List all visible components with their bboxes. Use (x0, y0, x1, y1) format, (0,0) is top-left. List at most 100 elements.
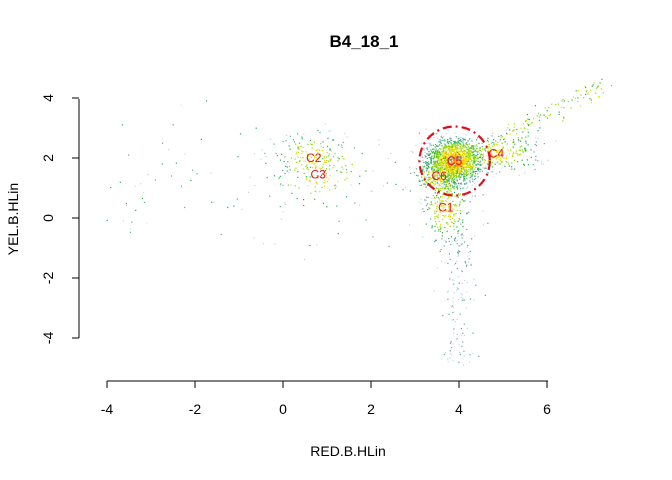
data-point (477, 176, 479, 178)
data-point (448, 238, 450, 240)
data-point (433, 161, 435, 163)
data-point (481, 149, 483, 151)
data-point (435, 148, 437, 150)
data-point (311, 153, 314, 155)
data-point (540, 161, 542, 163)
data-point (422, 166, 424, 168)
data-point (453, 143, 455, 145)
data-point (493, 149, 496, 152)
data-point (298, 146, 300, 148)
data-point (282, 169, 284, 172)
data-point (106, 219, 108, 221)
data-point (338, 220, 340, 222)
data-point (437, 216, 439, 218)
data-point (313, 154, 315, 156)
data-point (448, 195, 450, 198)
data-point (441, 187, 443, 190)
data-point (436, 204, 438, 206)
data-point (311, 166, 314, 169)
data-point (463, 155, 465, 157)
data-point (333, 165, 335, 167)
data-point (474, 183, 476, 185)
data-point (440, 157, 442, 159)
data-point (467, 146, 470, 148)
data-point (443, 189, 445, 191)
data-point (426, 169, 428, 171)
data-point (439, 178, 441, 180)
data-point (449, 157, 451, 159)
data-point (448, 202, 450, 204)
data-point (516, 153, 519, 155)
data-point (505, 161, 507, 163)
data-point (323, 155, 325, 157)
data-point (482, 155, 485, 157)
data-point (451, 319, 453, 321)
data-point (284, 202, 286, 204)
data-point (450, 221, 452, 223)
data-point (492, 145, 494, 147)
data-point (459, 353, 461, 356)
data-point (453, 219, 455, 221)
data-point (431, 150, 433, 153)
data-point (449, 151, 451, 154)
data-point (451, 161, 453, 163)
data-point (443, 206, 445, 208)
data-point (434, 221, 437, 223)
data-point (466, 170, 468, 172)
data-point (467, 182, 469, 184)
data-point (425, 142, 427, 144)
data-point (430, 201, 432, 203)
data-point (454, 239, 456, 241)
data-point (435, 174, 437, 176)
data-point (542, 163, 544, 165)
data-point (448, 176, 450, 179)
data-point (446, 179, 448, 181)
data-point (472, 151, 474, 154)
data-point (457, 196, 459, 198)
data-point (438, 155, 440, 158)
data-point (509, 133, 511, 135)
data-point (297, 146, 299, 148)
data-point (577, 90, 579, 92)
data-point (425, 176, 427, 178)
data-point (468, 258, 470, 260)
data-point (466, 187, 468, 189)
data-point (498, 151, 500, 153)
data-point (334, 153, 336, 155)
data-point (491, 171, 493, 173)
data-point (425, 128, 427, 130)
data-point (450, 142, 452, 144)
data-point (430, 166, 433, 168)
data-point (457, 144, 459, 146)
data-point (457, 140, 459, 142)
data-point (455, 154, 457, 156)
data-point (467, 165, 469, 167)
data-point (350, 170, 352, 173)
data-point (430, 177, 433, 180)
data-point (449, 150, 451, 152)
data-point (499, 151, 502, 153)
data-point (427, 167, 429, 169)
data-point (447, 142, 450, 144)
data-point (473, 299, 475, 301)
data-point (456, 168, 458, 170)
data-point (469, 149, 471, 152)
data-point (465, 168, 467, 170)
data-point (346, 169, 348, 171)
data-point (463, 156, 465, 158)
data-point (434, 165, 436, 167)
data-point (513, 141, 515, 143)
data-point (431, 204, 433, 206)
data-point (482, 210, 484, 212)
data-point (443, 182, 445, 184)
data-point (445, 209, 447, 211)
data-point (436, 179, 438, 181)
data-point (461, 233, 463, 235)
data-point (453, 181, 455, 183)
data-point (290, 157, 292, 159)
data-point (518, 140, 520, 142)
data-point (453, 154, 455, 156)
data-point (500, 157, 502, 160)
data-point (323, 171, 325, 173)
data-point (514, 123, 516, 125)
